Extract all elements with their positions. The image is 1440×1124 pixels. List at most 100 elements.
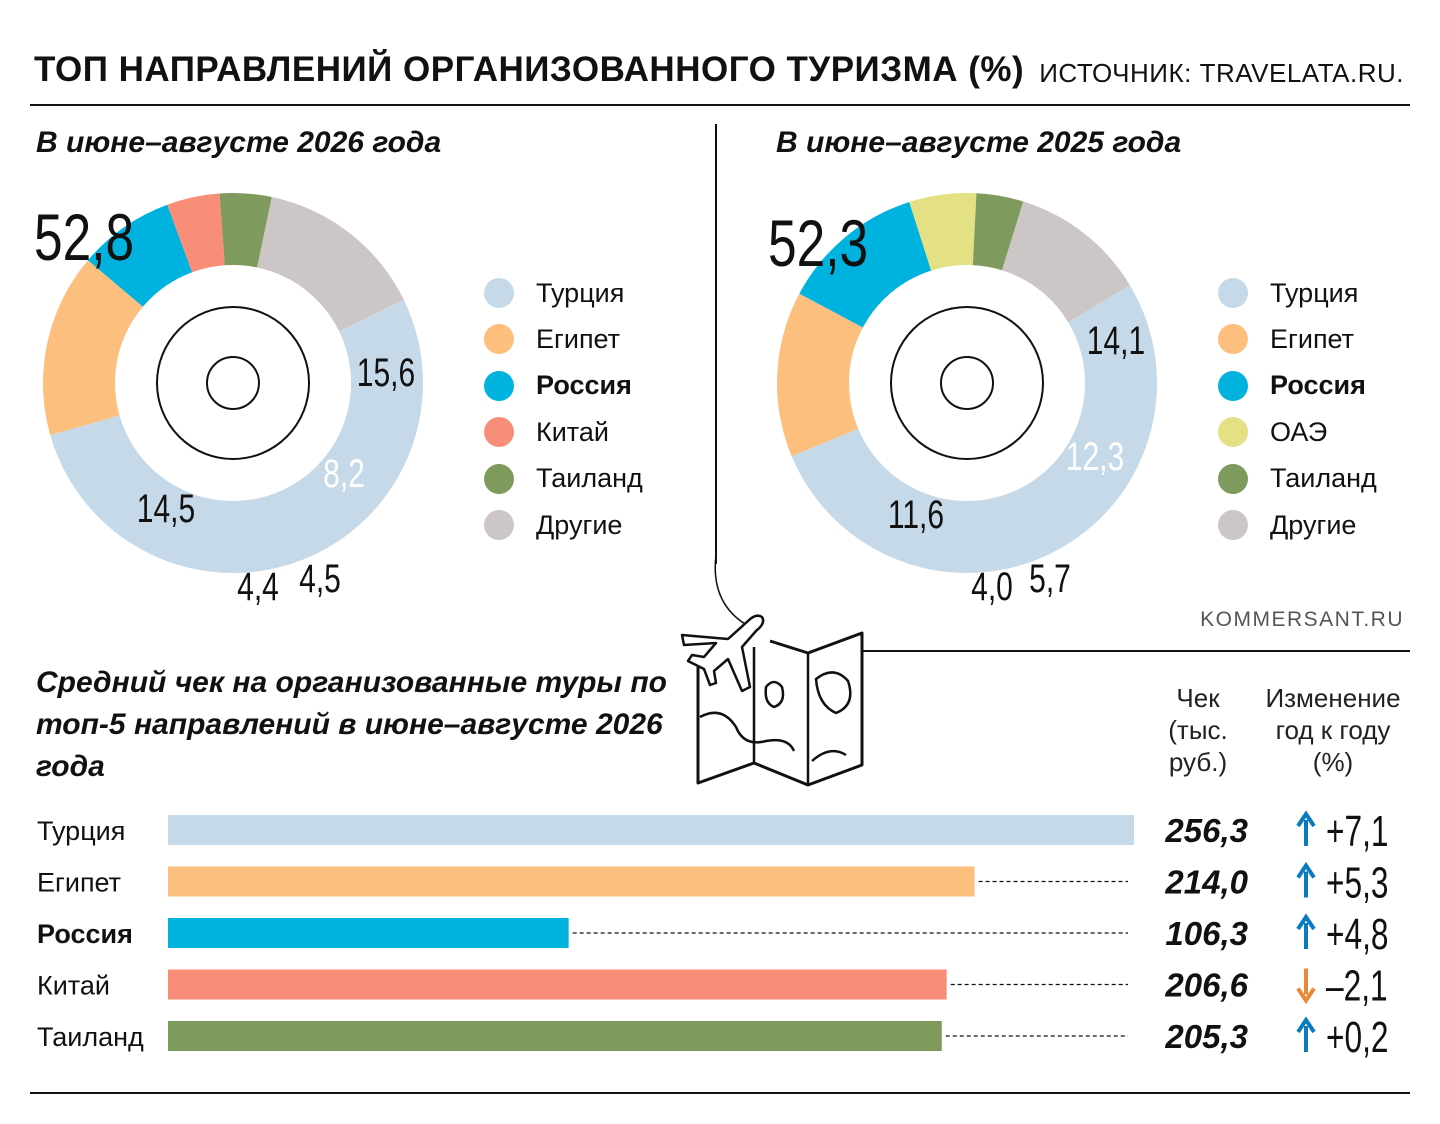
legend-item-thailand: Таиланд [1218,463,1377,494]
bar-category-russia: Россия [37,919,133,949]
arrow-up-icon [1296,913,1316,949]
col-head-check: Чек (тыс. руб.) [1168,683,1228,777]
bar-turkey [168,815,1134,845]
legend-item-turkey: Турция [1218,278,1358,308]
slice-turkey [791,285,1157,573]
slice-russia [799,201,932,328]
legend-label: Другие [536,509,623,540]
slice-other [1001,201,1130,323]
airplane-icon [680,614,765,693]
legend-label: ОАЭ [1270,416,1328,447]
legend-item-russia: Россия [1218,370,1366,401]
bar-value-egypt: 214,0 [1164,864,1248,901]
slice-label-russia: 8,2 [323,452,365,496]
center-hole [206,356,260,410]
slice-thailand [219,193,272,268]
slice-label-thailand: 4,4 [237,565,279,609]
bottom-rule [30,1092,1410,1094]
bar-category-thailand: Таиланд [37,1022,144,1052]
legend-item-egypt: Египет [1218,323,1355,355]
route-line-icon [714,555,751,628]
legend-swatch [484,278,514,308]
vertical-divider [715,124,717,564]
bar-category-egypt: Египет [37,868,121,898]
slice-uae [909,193,977,271]
bar-egypt [168,866,975,897]
legend-label: Китай [536,416,609,447]
bar-value-thailand: 205,3 [1164,1018,1248,1055]
legend-swatch [484,324,514,355]
arrow-up-icon [1296,810,1316,846]
slice-label-china: 4,5 [299,557,341,601]
slice-label-turkey: 52,8 [34,200,134,275]
legend-swatch [484,417,514,448]
page-title: ТОП НАПРАВЛЕНИЙ ОРГАНИЗОВАННОГО ТУРИЗМА … [34,50,1025,89]
slice-label-turkey: 52,3 [768,206,868,281]
legend-swatch [484,463,514,494]
slice-label-egypt: 14,1 [1087,319,1145,363]
legend-swatch [484,370,514,401]
legend-item-other: Другие [1218,510,1356,540]
bar-change-turkey: +7,1 [1326,807,1389,856]
legend-item-other: Другие [484,510,622,540]
bar-category-turkey: Турция [37,816,125,846]
arrow-up-icon [1296,861,1316,898]
bar-change-russia: +4,8 [1326,910,1389,959]
slice-label-uae: 5,7 [1029,557,1071,601]
bar-thailand [168,1021,942,1051]
legend-item-thailand: Таиланд [484,463,643,494]
slice-label-russia: 12,3 [1066,435,1124,479]
legend-swatch [1218,463,1248,494]
slice-label-other: 11,6 [888,493,944,537]
bar-chart: Турция 256,3 +7,1 Египет 214,0 +5,3 Россия 106,… [37,807,1389,1062]
slice-egypt [777,293,863,457]
top-rule [30,104,1410,106]
credit: KOMMERSANT.RU [1200,608,1404,631]
legend-swatch [1218,370,1248,401]
bar-change-egypt: +5,3 [1326,858,1389,907]
slice-china [167,193,225,273]
slice-other [257,197,404,332]
slice-label-egypt: 15,6 [357,351,415,395]
legend-label: Египет [1270,323,1355,354]
bar-value-russia: 106,3 [1165,915,1248,952]
slice-label-thailand: 4,0 [971,565,1013,609]
legend-swatch [484,510,514,540]
bar-category-china: Китай [37,971,110,1001]
bar-value-china: 206,6 [1164,967,1248,1004]
donut-2025-title: В июне–августе 2025 года [776,126,1182,159]
legend-item-uae: ОАЭ [1218,416,1328,448]
legend-label: Таиланд [536,463,643,494]
legend-item-russia: Россия [484,370,632,401]
bar-value-turkey: 256,3 [1164,812,1248,849]
legend-item-egypt: Египет [484,323,621,355]
legend-label: Турция [1270,277,1359,308]
slice-egypt [42,260,143,436]
center-ring [890,306,1044,460]
right-divider [862,650,1410,652]
folded-map-icon [696,631,864,787]
donut-2025: 52,3 14,1 12,3 5,7 4,0 11,6 [768,193,1157,609]
slice-turkey [50,299,424,573]
source-note: ИСТОЧНИК: TRAVELATA.RU. [1039,58,1404,88]
legend-label: Россия [1270,370,1366,401]
legend-label: Таиланд [1270,463,1377,494]
bar-russia [168,918,569,948]
arrow-down-icon [1296,968,1316,1005]
bar-change-china: –2,1 [1326,961,1388,1010]
legend-label: Другие [1270,509,1357,540]
legend-swatch [1218,324,1248,355]
col-head-change: Изменение год к году (%) [1265,683,1401,777]
bars-section-title: Средний чек на организованные туры по то… [36,666,668,783]
map-illustration [680,555,864,787]
legend-item-china: Китай [484,416,609,448]
legend-label: Египет [536,323,621,354]
legend-label: Турция [536,277,625,308]
legend-swatch [1218,510,1248,540]
legend-swatch [1218,278,1248,308]
bar-china [168,969,947,1000]
slice-russia [87,204,193,307]
legend-item-turkey: Турция [484,278,624,308]
legend-label: Россия [536,370,632,401]
arrow-up-icon [1296,1016,1316,1052]
